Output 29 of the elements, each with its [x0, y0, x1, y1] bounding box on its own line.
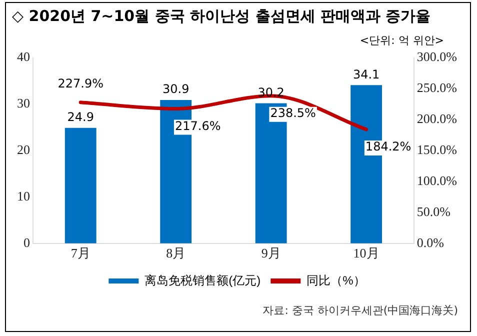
x-tick-label: 7月: [70, 246, 90, 261]
x-tick-label: 10月: [353, 246, 380, 261]
y-tick-label: 30: [17, 96, 30, 111]
data-label: 24.9: [67, 110, 94, 124]
y2-tick-label: 150.0%: [416, 142, 458, 158]
y2-tick-label: 200.0%: [416, 111, 458, 126]
y-tick-label: 20: [17, 142, 30, 158]
y2-tick-label: 300.0%: [416, 49, 458, 64]
chart-subtitle: <단위: 억 위안>: [360, 33, 444, 48]
x-tick-label: 9月: [261, 246, 281, 261]
y-tick-label: 0: [24, 234, 30, 250]
legend-label: 离岛免税销售额(亿元): [144, 273, 261, 288]
y-tick-label: 40: [17, 49, 30, 64]
data-label: 184.2%: [365, 140, 412, 154]
y-tick-label: 10: [17, 188, 30, 204]
data-label: 30.9: [162, 82, 190, 96]
y2-tick-label: 50.0%: [416, 204, 451, 219]
y2-tick-label: 0.0%: [416, 234, 444, 250]
chart-title: ◇ 2020년 7~10월 중국 하이난성 출섬면세 판매액과 증가율: [12, 7, 431, 26]
y2-tick-label: 100.0%: [416, 172, 458, 188]
legend-label: 同比（%）: [306, 273, 366, 288]
data-label: 217.6%: [174, 118, 221, 133]
bar: [64, 128, 96, 244]
data-label: 238.5%: [270, 106, 316, 120]
text: 자료: 중국 하이커우세관(中国海口海关): [262, 303, 458, 318]
data-label: 227.9%: [58, 76, 104, 91]
data-label: 34.1: [352, 67, 380, 82]
x-tick-label: 8月: [166, 246, 186, 261]
y2-tick-label: 250.0%: [416, 80, 458, 96]
